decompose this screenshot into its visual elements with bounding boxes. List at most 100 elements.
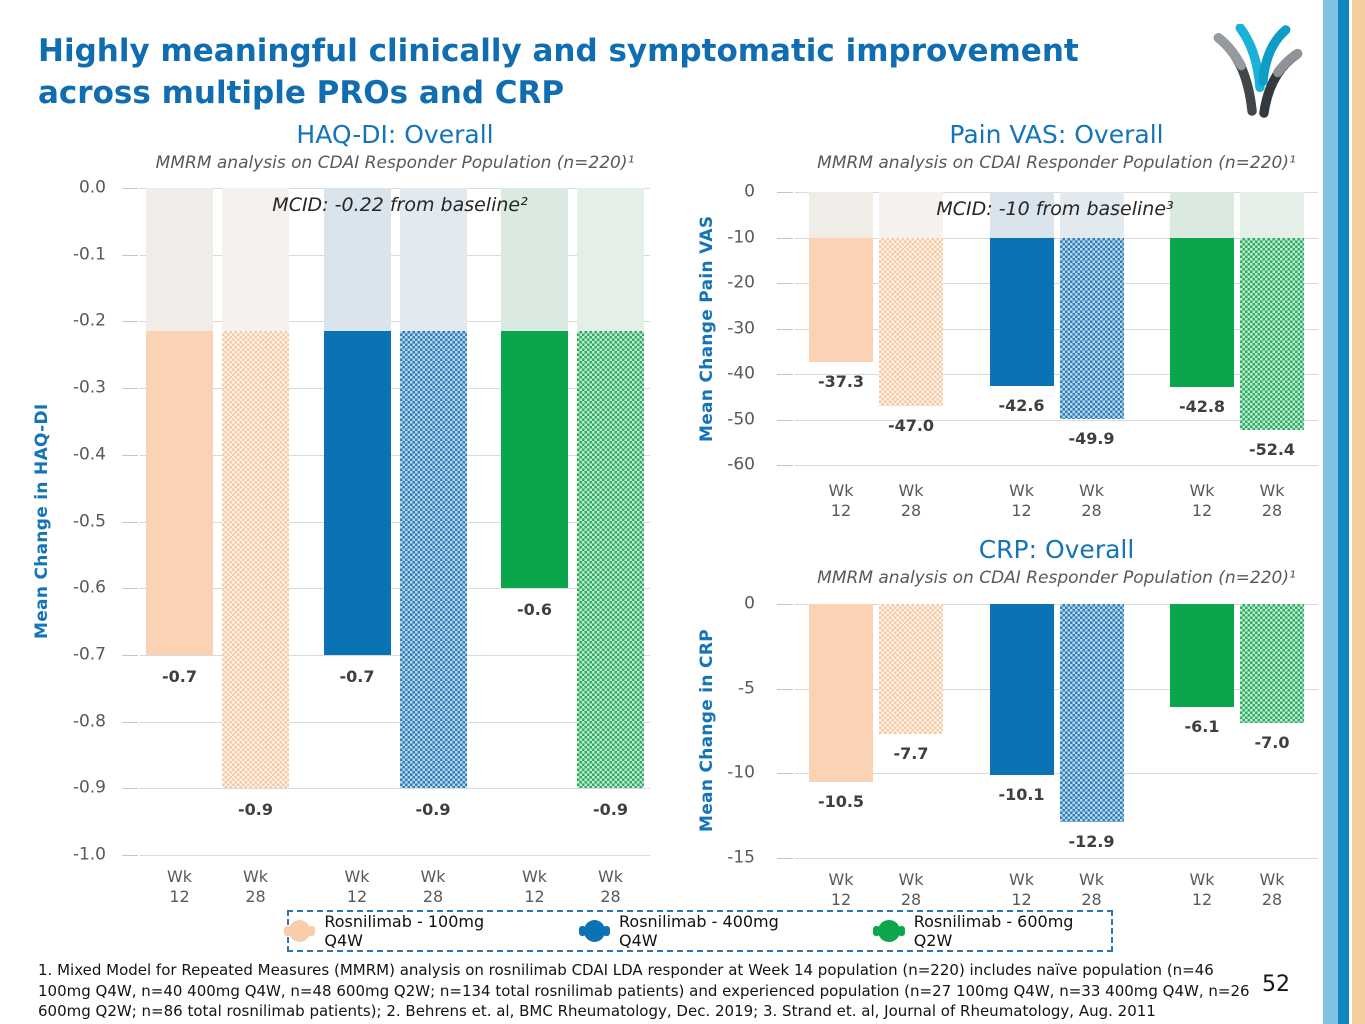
bar-column: -42.6 Wk 12 — [989, 192, 1054, 520]
plot-area: 0 -5 -10 -15 -10.5 Wk 12 -7.7 Wk 28 -10.1 Wk 12 -12.9… — [727, 594, 1318, 909]
y-tick-mark — [777, 328, 793, 330]
bar-value-label: -10.5 — [817, 791, 865, 811]
bar-value-label: -0.9 — [415, 800, 451, 820]
accent-stripe-light-blue — [1323, 0, 1338, 1024]
bar-groups: -10.5 Wk 12 -7.7 Wk 28 -10.1 Wk 12 -12.9 Wk 28 -6.1 W… — [795, 604, 1318, 909]
gridline — [140, 321, 650, 323]
gridline — [140, 588, 650, 590]
series-group: -10.5 Wk 12 -7.7 Wk 28 — [809, 604, 943, 909]
bar-value-label: -52.4 — [1248, 440, 1296, 460]
x-tick-label: Wk 28 — [1078, 870, 1105, 909]
bar-value-label: -12.9 — [1068, 832, 1115, 852]
legend-label: Rosnilimab - 100mg Q4W — [324, 912, 485, 950]
bar-mcid-segment — [1240, 192, 1304, 238]
bar — [1240, 604, 1304, 723]
legend-item-600mg: Rosnilimab - 600mg Q2W — [873, 912, 1111, 950]
y-tick-label: -10 — [727, 762, 755, 783]
bar-column: -10.1 Wk 12 — [989, 604, 1054, 909]
x-tick-label: Wk 12 — [1189, 481, 1215, 520]
y-tick-label: 0 — [744, 593, 755, 614]
bar-column: -47.0 Wk 28 — [879, 192, 943, 520]
y-tick-label: -30 — [727, 318, 755, 339]
bar — [1170, 237, 1234, 387]
gridline — [140, 788, 650, 790]
gridline — [795, 374, 1318, 375]
gridline — [795, 283, 1318, 284]
y-tick-label: -0.6 — [72, 577, 106, 598]
gridline — [140, 188, 650, 189]
bar-groups: -0.7 Wk 12 -0.9 Wk 28 -0.7 Wk 12 -0.9 Wk 28 -0.6 Wk 12… — [140, 188, 650, 906]
y-tick-mark — [777, 688, 793, 690]
bar — [222, 331, 289, 789]
bar-value-label: -42.8 — [1178, 396, 1226, 416]
bar-column: -7.7 Wk 28 — [879, 604, 943, 909]
gridline — [140, 454, 650, 456]
bar-column: -0.7 Wk 12 — [323, 188, 391, 906]
y-tick-mark — [777, 283, 793, 284]
y-axis-title: Mean Change in HAQ-DI — [32, 403, 52, 640]
bar-value-label: -37.3 — [817, 371, 865, 391]
gridline — [795, 465, 1318, 466]
bar-mcid-segment — [222, 188, 289, 332]
y-tick-label: -15 — [727, 847, 755, 868]
bar-value-label: -0.9 — [238, 800, 273, 820]
y-tick-mark — [122, 388, 138, 390]
bar-column: -37.3 Wk 12 — [809, 192, 873, 520]
chart-subtitle: MMRM analysis on CDAI Responder Populati… — [817, 568, 1296, 588]
bar-groups: -37.3 Wk 12 -47.0 Wk 28 -42.6 Wk 12 -49.9 Wk 28 -42.… — [795, 192, 1318, 520]
bar — [1059, 604, 1124, 823]
y-axis-title: Mean Change in CRP — [697, 629, 717, 833]
series-group: -6.1 Wk 12 -7.0 Wk 28 — [1170, 604, 1304, 909]
bar — [1240, 237, 1304, 431]
bar-mcid-segment — [501, 188, 568, 332]
y-tick-mark — [122, 788, 138, 790]
mcid-annotation: MCID: -0.22 from baseline² — [272, 194, 528, 216]
bar — [809, 237, 873, 362]
gridline — [795, 858, 1318, 859]
x-tick-label: Wk 12 — [1008, 870, 1035, 909]
chart-title: Pain VAS: Overall — [949, 120, 1164, 149]
y-tick-label: -60 — [727, 454, 755, 475]
y-tick-label: -0.7 — [72, 644, 106, 665]
bar-value-label: -0.7 — [339, 666, 375, 686]
bar — [879, 604, 943, 735]
bar-column: -0.7 Wk 12 — [146, 188, 213, 906]
series-group: -0.7 Wk 12 -0.9 Wk 28 — [146, 188, 289, 906]
bar-mcid-segment — [146, 188, 213, 332]
y-tick-mark — [777, 465, 793, 466]
legend-marker-circle — [578, 920, 611, 942]
y-tick-label: -5 — [738, 678, 755, 699]
gridline — [795, 604, 1318, 605]
legend-marker-circle — [873, 920, 906, 942]
bar-value-label: -10.1 — [998, 785, 1045, 805]
bar-mcid-segment — [323, 188, 391, 332]
y-tick-mark — [777, 419, 793, 421]
bar — [1059, 237, 1124, 420]
series-group: -42.8 Wk 12 -52.4 Wk 28 — [1170, 192, 1304, 520]
y-tick-label: -10 — [727, 227, 755, 248]
bar-mcid-segment — [879, 192, 943, 238]
x-tick-label: Wk 28 — [898, 481, 924, 520]
y-tick-label: -50 — [727, 409, 755, 430]
bar — [323, 331, 391, 655]
y-tick-mark — [122, 588, 138, 590]
gridline — [795, 237, 1318, 239]
x-tick-label: Wk 12 — [1189, 870, 1215, 909]
y-tick-label: 0.0 — [78, 177, 106, 198]
slide-title-line1: Highly meaningful clinically and symptom… — [38, 33, 1079, 69]
bar-column: -12.9 Wk 28 — [1059, 604, 1124, 909]
y-axis-title: Mean Change Pain VAS — [697, 215, 717, 442]
legend-label: Rosnilimab - 400mg Q4W — [619, 912, 779, 950]
bar-column: -10.5 Wk 12 — [809, 604, 873, 909]
bar-mcid-segment — [989, 192, 1054, 238]
bar-value-label: -0.9 — [593, 800, 628, 820]
x-tick-label: Wk 28 — [1078, 481, 1105, 520]
accent-stripe-peach — [1352, 0, 1365, 1024]
y-tick-label: -20 — [727, 272, 755, 293]
slide-title-line2: across multiple PROs and CRP — [38, 75, 565, 111]
y-tick-label: -0.2 — [72, 310, 106, 331]
x-tick-label: Wk 28 — [1259, 870, 1285, 909]
series-group: -0.7 Wk 12 -0.9 Wk 28 — [323, 188, 467, 906]
y-tick-label: -0.3 — [72, 377, 106, 398]
x-tick-label: Wk 28 — [242, 867, 269, 906]
